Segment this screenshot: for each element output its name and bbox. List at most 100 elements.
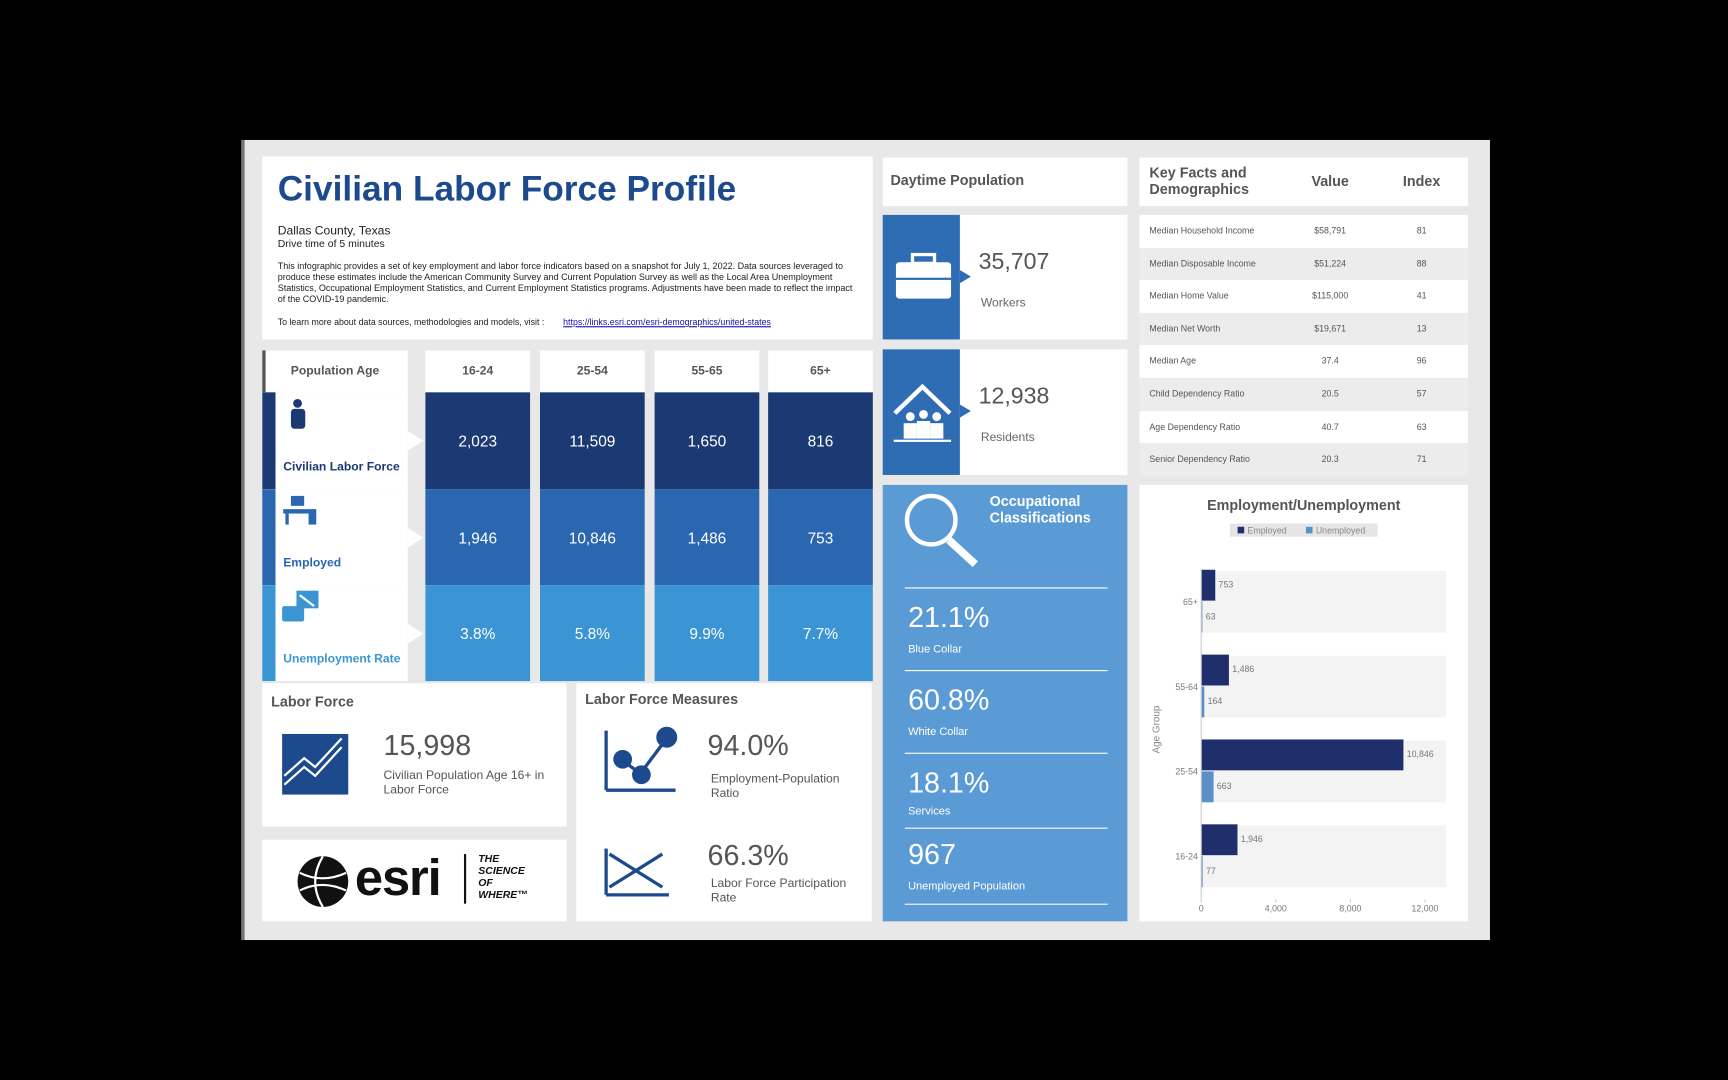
legend-swatch [1237, 526, 1245, 534]
data-label: 164 [1208, 696, 1223, 706]
facts-col: Value [1311, 173, 1349, 190]
data-label: 10,846 [1407, 749, 1434, 759]
row-label: Unemployment Rate [283, 652, 401, 666]
drive-time: Drive time of 5 minutes [277, 238, 385, 251]
title-card [262, 156, 873, 340]
legend-box [1229, 523, 1378, 537]
cell-value: 11,509 [569, 431, 616, 450]
cell-value: 1,946 [458, 528, 498, 547]
row-label-cell [262, 392, 408, 490]
table-header-label: Population Age [290, 364, 380, 378]
age-group: 25-54 [576, 364, 608, 378]
legend-label: Unemployed [1316, 525, 1365, 535]
cell-value: 10,846 [568, 528, 616, 547]
band [1201, 570, 1446, 633]
facts-header [1139, 157, 1468, 207]
cell-value: 3.8% [460, 624, 496, 642]
fact-value: $19,671 [1314, 323, 1347, 334]
fact-index: 13 [1416, 323, 1427, 334]
daytime-card [959, 214, 1128, 340]
divider [904, 752, 1108, 754]
y-tick-label: 55-64 [1175, 682, 1198, 692]
big-value: 12,938 [978, 383, 1050, 409]
y-tick-label: 16-24 [1175, 852, 1198, 862]
fact-index: 71 [1416, 454, 1427, 465]
cell-value: 1,486 [687, 528, 727, 547]
value-label: Services [908, 805, 951, 818]
fact-name: Median Household Income [1149, 225, 1255, 236]
location: Dallas County, Texas [277, 224, 391, 239]
legend-swatch [1305, 526, 1313, 534]
facts-row [1139, 280, 1468, 313]
x-tick-label: 12,000 [1411, 903, 1438, 913]
value-label: Workers [980, 296, 1026, 310]
bar [1201, 601, 1203, 633]
data-label: 63 [1206, 611, 1216, 621]
occupational-card [882, 484, 1128, 922]
bar [1201, 771, 1214, 803]
facts-col: Index [1402, 173, 1441, 190]
data-label: 77 [1206, 866, 1216, 876]
value-cell [654, 392, 760, 490]
fact-value: 40.7 [1321, 421, 1339, 432]
y-tick-label: 65+ [1183, 597, 1198, 607]
cell-value: 9.9% [689, 624, 725, 642]
band [1201, 825, 1446, 888]
fact-name: Median Disposable Income [1149, 258, 1256, 269]
big-value: 35,707 [978, 249, 1050, 275]
legend-label: Employed [1248, 525, 1287, 535]
fact-name: Median Net Worth [1149, 323, 1221, 334]
value-label: White Collar [908, 726, 969, 739]
bar [1201, 569, 1216, 601]
facts-row [1139, 345, 1468, 378]
fact-name: Senior Dependency Ratio [1149, 454, 1250, 465]
cell-value: 753 [807, 528, 834, 547]
divider [904, 827, 1108, 829]
logo-name: esri [354, 848, 442, 906]
value-label: Unemployed Population [908, 880, 1026, 893]
fact-index: 81 [1416, 225, 1427, 236]
chart-title: Employment/Unemployment [1207, 498, 1400, 514]
data-label: 1,946 [1241, 834, 1263, 844]
value-cell [425, 392, 531, 490]
title: Civilian Labor Force Profile [277, 168, 737, 209]
data-label: 753 [1219, 579, 1234, 589]
cell-value: 2,023 [458, 431, 498, 450]
y-axis-label: Age Group [1151, 705, 1162, 753]
bar [1201, 686, 1205, 718]
chart: Employment/Unemployment Employed Unemploye… [1151, 498, 1446, 913]
facts-row [1139, 410, 1468, 444]
big-value: 66.3% [707, 838, 789, 872]
row-label: Employed [283, 556, 342, 570]
data-label: 663 [1217, 781, 1232, 791]
logo-tagline: SCIENCE [478, 865, 525, 878]
fact-index: 96 [1416, 356, 1427, 367]
bar [1201, 654, 1229, 686]
big-value: 94.0% [707, 728, 789, 762]
link[interactable]: https://links.esri.com/esri-demographics… [563, 317, 771, 328]
age-group: 16-24 [462, 364, 494, 378]
bar [1201, 824, 1238, 856]
value-label: Civilian Population Age 16+ in Labor For… [383, 769, 545, 797]
cell-value: 1,650 [687, 431, 727, 450]
fact-value: 20.3 [1321, 454, 1339, 465]
row-arrow [407, 430, 424, 451]
fact-index: 63 [1416, 421, 1427, 432]
age-header [425, 350, 531, 393]
daytime-card [959, 349, 1128, 475]
value-cell [768, 489, 873, 586]
x-tick-label: 8,000 [1339, 903, 1361, 913]
bar [1201, 856, 1203, 888]
value-cell [654, 489, 760, 586]
big-value: 21.1% [908, 600, 990, 634]
big-value: 967 [908, 837, 956, 871]
facts-row [1139, 214, 1468, 248]
divider [904, 587, 1108, 589]
fact-index: 88 [1416, 258, 1427, 269]
value-label: Blue Collar [908, 643, 962, 656]
facts-row [1139, 443, 1468, 476]
fact-value: $51,224 [1314, 258, 1347, 269]
learn-more: To learn more about data sources, method… [277, 317, 545, 328]
fact-name: Child Dependency Ratio [1149, 389, 1245, 399]
